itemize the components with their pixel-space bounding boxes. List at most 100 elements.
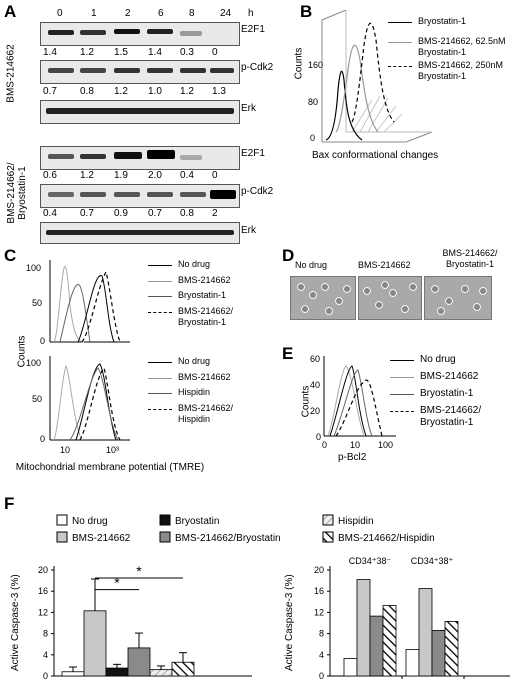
group2-label-wrap: BMS-214662/ Bryostatin-1 xyxy=(0,146,34,242)
values-e2f1-g2: 0.6 1.2 1.9 2.0 0.4 0 xyxy=(43,170,218,181)
band xyxy=(80,192,106,197)
panel-e-plot: 60 40 20 0 0 10 100 xyxy=(310,354,396,450)
e-legend-swatch xyxy=(390,394,414,395)
y-tick-label: 20 xyxy=(314,565,324,575)
c-ylabel: Counts xyxy=(16,335,28,368)
band xyxy=(114,152,142,159)
e-legend-2: BMS-214662 xyxy=(420,371,479,382)
band xyxy=(80,154,106,159)
c-legend-bottom-3: Hispidin xyxy=(178,387,211,397)
bar-5 xyxy=(171,661,195,677)
row-label-erk: Erk xyxy=(241,103,256,114)
hist-62nm xyxy=(335,44,379,133)
group2-label: BMS-214662/ Bryostatin-1 xyxy=(6,162,28,224)
svg-text:100: 100 xyxy=(26,263,41,273)
c-legend-swatch xyxy=(148,265,172,266)
e-legend-swatch xyxy=(390,377,414,378)
svg-text:20: 20 xyxy=(310,406,320,416)
f-legend: No drug Bryostatin Hispidin BMS-214662 B… xyxy=(56,514,435,544)
bar-1-3 xyxy=(444,621,459,677)
row-label-e2f1: E2F1 xyxy=(241,24,265,35)
y-tick-label: 16 xyxy=(314,586,324,596)
micrograph-bms-bryo xyxy=(424,276,492,320)
y-tick-label: 8 xyxy=(319,629,324,639)
band xyxy=(210,68,234,73)
b-legend-1: Bryostatin-1 xyxy=(418,16,467,26)
subgroup-label: CD34⁺38⁻ xyxy=(349,556,392,566)
band xyxy=(147,192,173,197)
3d-slices xyxy=(351,95,403,133)
panel-f-charts: 0 4 8 12 16 20 Active Caspase-3 (%) * * 0 4 8 12 16 2… xyxy=(10,556,510,681)
y-tick-label: 8 xyxy=(43,629,48,639)
b-legend-2: BMS-214662, 62.5nM Bryostatin-1 xyxy=(418,36,506,57)
c-xtick: 10³ xyxy=(106,445,119,455)
band xyxy=(46,230,234,235)
f-legend-label: BMS-214662/Hispidin xyxy=(338,533,435,544)
subgroup-label: CD34⁺38⁺ xyxy=(411,556,454,566)
f-legend-swatch xyxy=(322,531,334,543)
panel-b-plot: 0 80 160 xyxy=(308,10,433,143)
b-ytick: 0 xyxy=(310,133,315,143)
panel-a-label: A xyxy=(4,2,17,21)
svg-text:0: 0 xyxy=(40,434,45,444)
band xyxy=(147,68,173,73)
f-left-chart: 0 4 8 12 16 20 Active Caspase-3 (%) * * xyxy=(10,563,252,681)
bar-3 xyxy=(127,647,151,677)
b-xlabel: Bax conformational changes xyxy=(312,150,439,161)
f-legend-label: BMS-214662/Bryostatin xyxy=(175,533,281,544)
timepoint: 1 xyxy=(91,8,97,19)
timepoint: 24 xyxy=(220,8,232,19)
band xyxy=(114,68,140,73)
y-tick-label: 0 xyxy=(319,671,324,681)
c-legend-swatch xyxy=(148,296,172,297)
band xyxy=(180,31,202,36)
y-tick-label: 4 xyxy=(319,650,324,660)
bar-0 xyxy=(61,671,85,677)
bar-1-0 xyxy=(405,649,420,677)
bar-1 xyxy=(83,610,107,677)
c-legend-bottom-4: BMS-214662/ Hispidin xyxy=(178,403,234,424)
f-right-chart: 0 4 8 12 16 20 Active Caspase-3 (%) CD34⁺38⁻ CD3… xyxy=(284,556,510,681)
band xyxy=(147,29,173,34)
svg-text:100: 100 xyxy=(26,358,41,368)
f-legend-swatch xyxy=(56,514,68,526)
d-label-2: BMS-214662 xyxy=(358,260,411,270)
band xyxy=(147,150,175,159)
svg-text:0: 0 xyxy=(322,440,327,450)
panel-e-label: E xyxy=(282,344,294,363)
c-legend-swatch xyxy=(148,312,172,313)
c-legend-bottom-2: BMS-214662 xyxy=(178,372,231,382)
svg-text:0: 0 xyxy=(316,432,321,442)
bar-1-1 xyxy=(418,588,433,677)
y-tick-label: 12 xyxy=(38,607,48,617)
f-legend-swatch xyxy=(159,531,171,543)
panel-d-label: D xyxy=(282,246,295,265)
b-legend-3: BMS-214662, 250nM Bryostatin-1 xyxy=(418,60,504,81)
y-tick-label: 16 xyxy=(38,586,48,596)
svg-text:50: 50 xyxy=(32,394,42,404)
b-legend-swatch xyxy=(388,66,412,67)
band xyxy=(180,155,202,160)
svg-text:10: 10 xyxy=(350,440,360,450)
f-legend-swatch xyxy=(322,514,334,526)
b-legend-swatch xyxy=(388,22,412,23)
f-legend-label: BMS-214662 xyxy=(72,533,131,544)
c-legend-top-3: Bryostatin-1 xyxy=(178,290,227,300)
band xyxy=(46,108,234,114)
micrograph-no-drug xyxy=(290,276,356,320)
e-legend-4: BMS-214662/ Bryostatin-1 xyxy=(420,405,482,428)
bar-1-2 xyxy=(431,630,446,677)
c-legend-swatch xyxy=(148,378,172,379)
e-legend-swatch xyxy=(390,411,414,412)
values-e2f1-g1: 1.4 1.2 1.5 1.4 0.3 0 xyxy=(43,47,218,58)
band xyxy=(180,68,206,73)
band xyxy=(48,192,74,197)
svg-text:50: 50 xyxy=(32,298,42,308)
bar-0-3 xyxy=(382,605,397,677)
panel-c-plot: 100 50 0 100 50 0 10 10³ xyxy=(26,260,130,455)
sig-star: * xyxy=(114,575,120,591)
svg-text:100: 100 xyxy=(378,440,393,450)
e-ylabel: Counts xyxy=(300,385,312,418)
bar-4 xyxy=(149,669,173,677)
bar-2 xyxy=(105,667,129,677)
